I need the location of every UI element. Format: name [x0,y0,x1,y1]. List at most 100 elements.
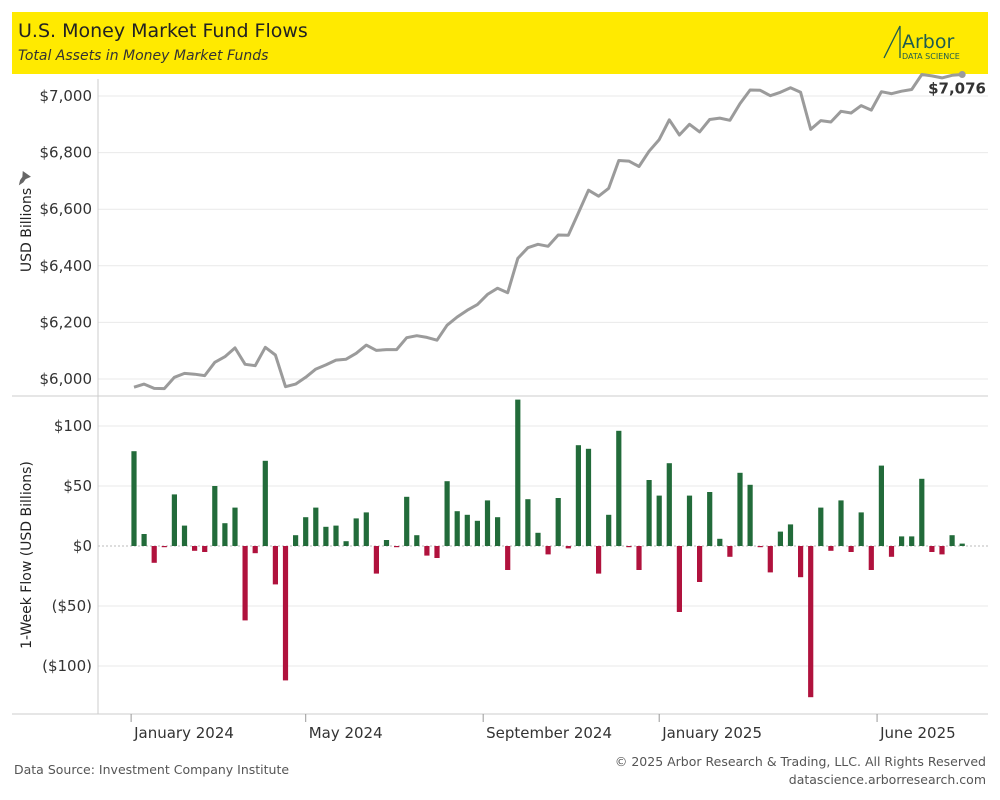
flow-bar [525,499,531,546]
chart-title: U.S. Money Market Fund Flows [18,20,308,42]
flow-bar [616,430,622,546]
flow-bar [484,500,491,546]
y-tick-label: $50 [63,477,92,495]
flow-bar [828,546,834,551]
flow-bar [192,546,198,551]
flow-bar [555,498,561,546]
flow-bar [515,399,521,546]
flow-bar [353,518,359,546]
flow-bar [666,463,672,546]
flow-bar [161,546,167,548]
y-tick-label: $7,000 [40,87,93,105]
flow-bar [414,535,420,546]
flow-bar [707,492,713,546]
flow-bar [767,546,773,573]
flow-bar [747,484,753,546]
flow-bar [262,460,268,546]
data-source-note: Data Source: Investment Company Institut… [14,762,290,777]
y-tick-label: ($100) [42,657,92,675]
arbor-logo: Arbor DATA SCIENCE [883,25,960,61]
y-tick-label: $6,600 [40,200,93,218]
y-tick-label: $6,800 [40,144,93,162]
flow-bar [737,472,743,546]
flow-bar [272,546,278,585]
copyright-text: © 2025 Arbor Research & Trading, LLC. Al… [614,754,986,769]
flow-bar [939,546,945,555]
y-tick-label: $100 [54,417,92,435]
y-tick-label: $6,000 [40,370,93,388]
tick-labels: $6,000 $6,200 $6,400 $6,600 $6,800 $7,000 $100… [40,87,956,742]
logo-word: Arbor [902,31,954,53]
flow-bar [383,540,390,546]
y-tick-label: ($50) [52,597,92,615]
flow-bar [686,495,693,546]
flow-bar [202,546,208,552]
chart-subtitle: Total Assets in Money Market Funds [18,48,269,64]
flow-bar [394,546,400,548]
flow-bar [333,525,339,546]
y-tick-label: $6,400 [40,257,93,275]
grid-layer [98,95,988,667]
flow-bar [303,517,309,546]
flow-bar [242,546,248,621]
flow-bar [222,523,228,546]
flow-bar [505,546,511,570]
flow-bar [565,546,571,549]
flow-bar [434,546,440,558]
flow-bar [313,507,319,546]
x-tick-label: January 2025 [661,724,762,742]
flow-bar [878,465,884,546]
x-tick-label: June 2025 [879,724,956,742]
flow-bar [949,535,955,546]
flow-bar [131,451,137,546]
flow-bar [868,546,874,570]
flow-bar [252,546,258,554]
y-tick-label: $0 [73,537,92,555]
flow-bar [656,495,662,546]
flow-bar [858,512,864,546]
flow-bar [575,445,581,546]
flow-bar [818,507,824,546]
flow-bar [282,546,289,681]
header-banner: U.S. Money Market Fund Flows Total Asset… [12,12,988,74]
end-marker [958,70,966,78]
flow-bar [404,496,410,546]
pin-icon[interactable] [15,171,31,188]
flow-bar [181,525,188,546]
flow-bar [141,534,147,546]
flow-bar [757,546,763,548]
flow-bar [444,481,450,546]
flow-bar [777,531,783,546]
flow-bar [636,546,642,570]
flow-bar [293,535,299,546]
flow-bars [131,399,965,698]
flow-bar [545,546,551,555]
flow-bar [424,546,430,556]
flow-bar [323,526,329,546]
flow-bar [888,546,895,557]
flow-bar [606,514,612,546]
flow-bar [212,486,218,546]
flow-bar [727,546,733,557]
flow-bar [929,546,935,552]
copyright-block: © 2025 Arbor Research & Trading, LLC. Al… [615,753,986,789]
chart-frame [12,79,988,722]
x-tick-label: May 2024 [309,724,383,742]
flow-bar [596,546,602,574]
assets-axis-title: USD Billions [19,188,35,272]
flow-bar [909,536,915,546]
flow-bar [626,546,632,548]
flow-bar [474,520,480,546]
website-link[interactable]: datascience.arborresearch.com [788,772,986,787]
flow-bar [787,524,794,546]
flow-bar [343,541,349,546]
flow-bar [171,494,177,546]
logo-subtext: DATA SCIENCE [902,52,960,61]
flow-bar [848,546,854,552]
x-tick-label: January 2024 [133,724,234,742]
flow-bar [585,448,592,546]
flow-bar [464,514,470,546]
flow-axis-title: 1-Week Flow (USD Billions) [19,461,35,649]
flow-bar [535,532,541,546]
